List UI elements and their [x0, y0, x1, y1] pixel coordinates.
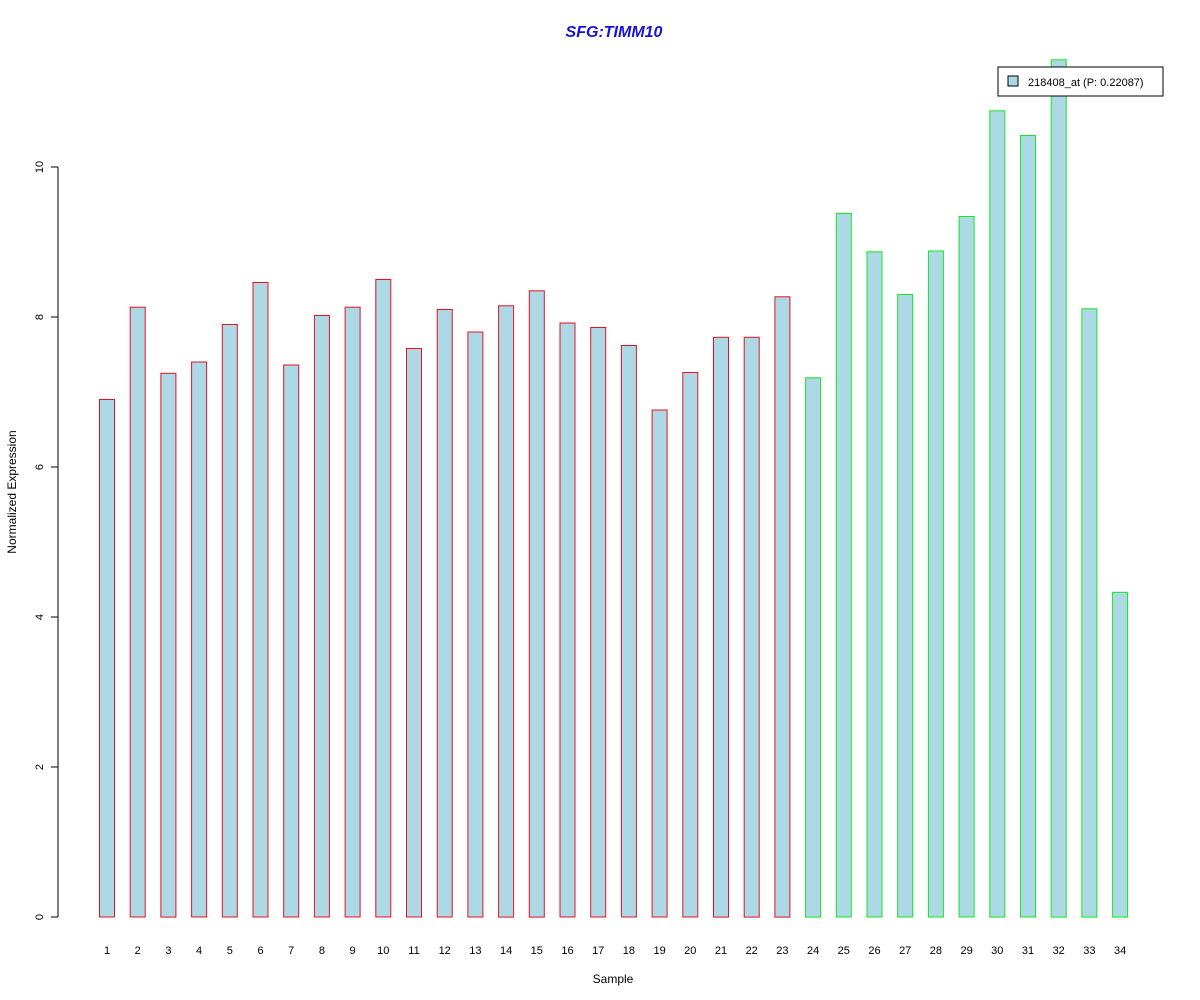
- y-tick-label: 4: [34, 614, 46, 620]
- bar-sample-10: [375, 279, 392, 918]
- bar-sample-30: [989, 110, 1006, 918]
- bar-sample-31: [1020, 135, 1036, 918]
- x-tick-label: 23: [776, 945, 788, 957]
- x-tick-label: 33: [1083, 945, 1095, 957]
- y-tick-label: 0: [34, 914, 46, 920]
- x-axis-title: Sample: [593, 972, 634, 986]
- x-tick-label: 29: [960, 945, 972, 957]
- bar-sample-1: [99, 399, 115, 918]
- bar-sample-20: [682, 372, 699, 918]
- bar-sample-22: [743, 336, 760, 918]
- y-tick-label: 6: [34, 464, 46, 470]
- x-tick-label: 12: [439, 945, 451, 957]
- x-tick-label: 28: [930, 945, 942, 957]
- y-axis-title: Normalized Expression: [5, 430, 19, 553]
- x-tick-label: 27: [899, 945, 911, 957]
- x-tick-label: 26: [868, 945, 880, 957]
- x-tick-label: 20: [684, 945, 696, 957]
- x-tick-label: 19: [653, 945, 665, 957]
- y-tick-label: 10: [34, 161, 46, 173]
- x-tick-label: 1: [104, 945, 110, 957]
- bar-sample-34: [1112, 591, 1129, 918]
- y-tick-label: 8: [34, 314, 46, 320]
- x-tick-label: 32: [1053, 945, 1065, 957]
- x-tick-label: 13: [469, 945, 481, 957]
- x-tick-label: 24: [807, 945, 819, 957]
- bar-sample-11: [406, 348, 422, 918]
- bar-sample-17: [590, 327, 607, 918]
- bar-sample-9: [344, 306, 361, 918]
- bar-sample-27: [897, 294, 914, 918]
- x-tick-label: 3: [165, 945, 171, 957]
- bar-sample-24: [805, 377, 822, 918]
- x-tick-label: 16: [561, 945, 573, 957]
- bar-sample-5: [221, 324, 238, 918]
- bar-sample-25: [835, 213, 852, 918]
- bar-sample-2: [129, 306, 146, 918]
- x-tick-label: 7: [288, 945, 294, 957]
- bar-sample-4: [191, 361, 208, 918]
- bar-sample-18: [620, 345, 637, 918]
- legend-box: [997, 66, 1164, 97]
- x-tick-label: 30: [991, 945, 1003, 957]
- x-tick-label: 8: [319, 945, 325, 957]
- bar-sample-19: [651, 409, 668, 918]
- legend-swatch: [1007, 75, 1019, 87]
- legend-label: 218408_at (P: 0.22087): [1028, 77, 1144, 89]
- bar-sample-23: [774, 296, 791, 918]
- bar-sample-16: [559, 322, 576, 918]
- x-tick-label: 15: [531, 945, 543, 957]
- bar-sample-7: [283, 364, 300, 918]
- y-tick-label: 2: [34, 764, 46, 770]
- x-tick-label: 2: [135, 945, 141, 957]
- x-tick-label: 4: [196, 945, 202, 957]
- bar-sample-29: [958, 216, 975, 918]
- x-tick-label: 25: [838, 945, 850, 957]
- bar-sample-28: [927, 250, 944, 918]
- x-tick-label: 31: [1022, 945, 1034, 957]
- x-tick-label: 14: [500, 945, 512, 957]
- bar-sample-13: [467, 331, 484, 918]
- x-tick-label: 18: [623, 945, 635, 957]
- bar-sample-8: [313, 315, 330, 918]
- x-tick-label: 6: [257, 945, 263, 957]
- y-axis: 0 2 4 6 8 10: [34, 161, 59, 920]
- bar-sample-12: [436, 309, 453, 918]
- x-tick-label: 17: [592, 945, 604, 957]
- bar-sample-14: [498, 305, 515, 918]
- bar-sample-6: [252, 282, 269, 918]
- bar-sample-26: [866, 251, 883, 918]
- legend: 218408_at (P: 0.22087): [997, 66, 1164, 97]
- bar-sample-3: [160, 372, 177, 918]
- bar-sample-33: [1081, 308, 1098, 918]
- bars: [99, 59, 1129, 918]
- bar-sample-15: [528, 290, 545, 918]
- x-tick-label: 10: [377, 945, 389, 957]
- bar-sample-21: [713, 336, 729, 918]
- x-tick-labels: 1 2 3 4 5 6 7 8 9 10 11 12 13 14 15 16 17 18 19 20 21 22 23 24 2…: [104, 945, 1126, 957]
- chart-title: SFG:TIMM10: [566, 24, 663, 41]
- x-tick-label: 22: [746, 945, 758, 957]
- x-tick-label: 9: [350, 945, 356, 957]
- x-tick-label: 21: [715, 945, 727, 957]
- x-tick-label: 11: [408, 945, 419, 957]
- x-tick-label: 34: [1114, 945, 1126, 957]
- x-tick-label: 5: [227, 945, 233, 957]
- bar-sample-32: [1050, 59, 1067, 918]
